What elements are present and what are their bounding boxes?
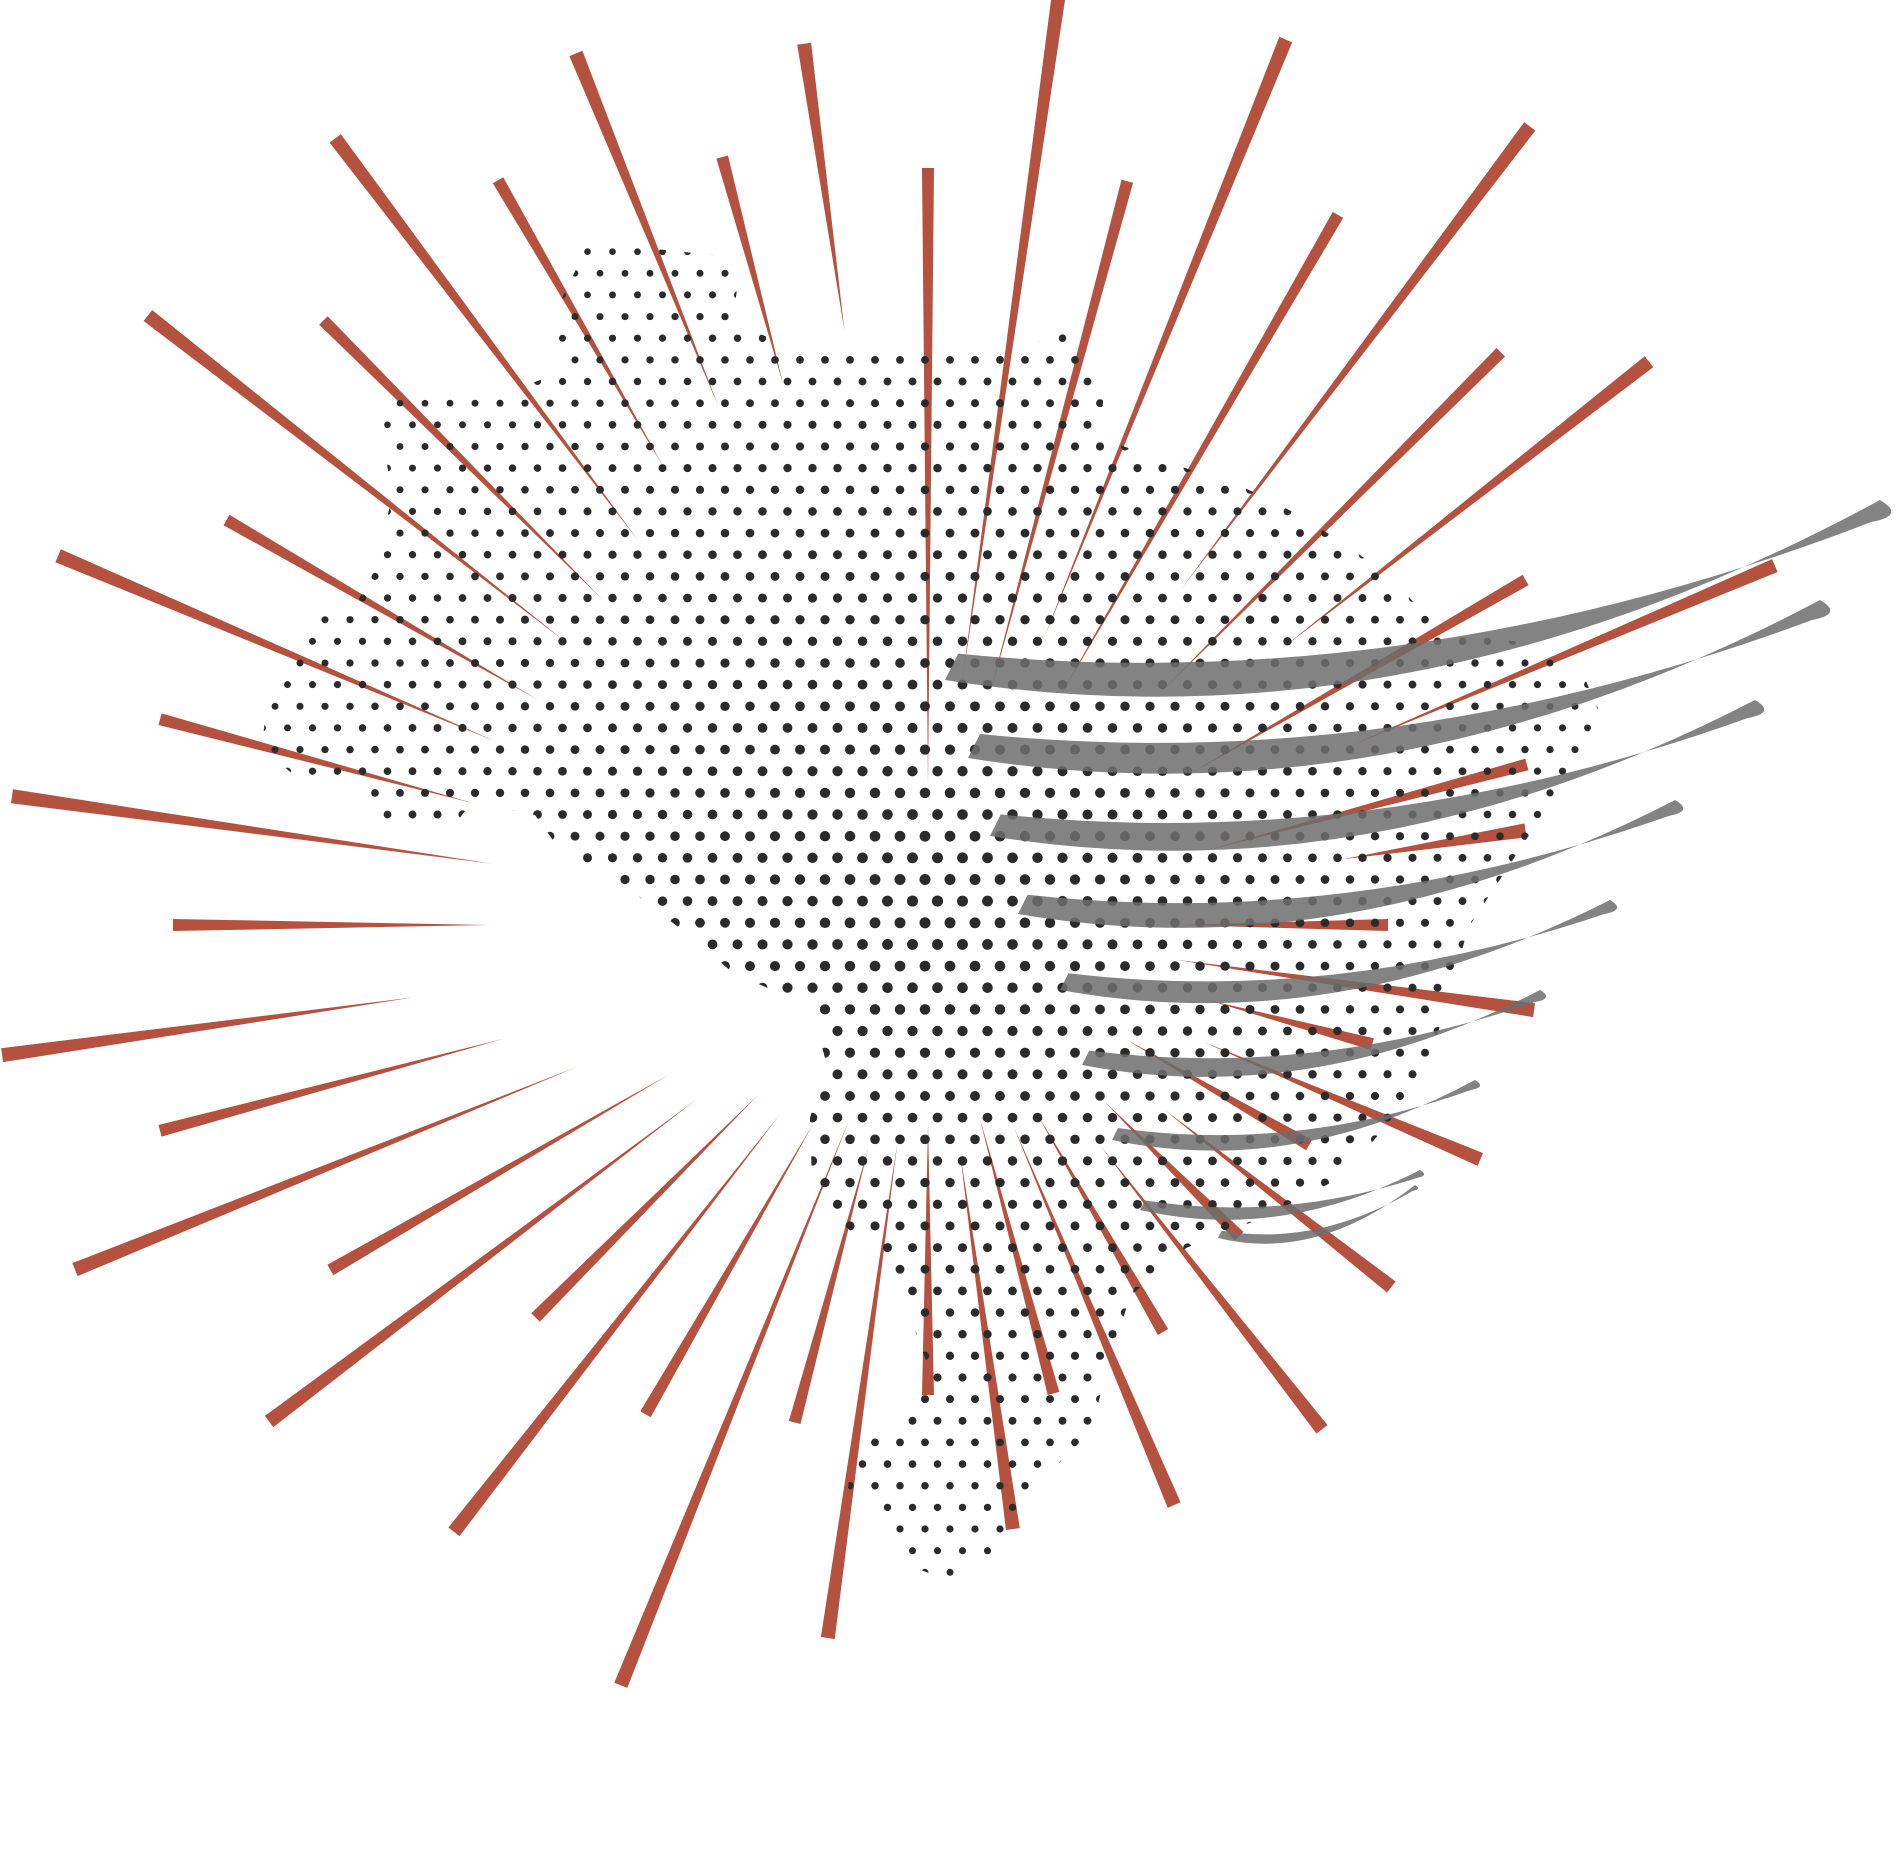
burst-ray bbox=[820, 1142, 898, 1639]
tornado-band bbox=[1140, 1170, 1425, 1220]
tornado-band bbox=[1060, 900, 1618, 1004]
burst-ray bbox=[979, 1118, 1060, 1395]
tornado-band bbox=[945, 500, 1892, 697]
burst-ray bbox=[492, 177, 663, 466]
burst-ray bbox=[797, 42, 845, 331]
burst-ray bbox=[1014, 1127, 1181, 1508]
burst-ray bbox=[922, 168, 934, 785]
burst-ray bbox=[640, 1124, 813, 1418]
burst-ray bbox=[1, 997, 414, 1063]
burst-ray bbox=[531, 1094, 759, 1322]
burst-ray bbox=[1161, 348, 1505, 692]
burst-ray bbox=[327, 1075, 669, 1276]
burst-ray bbox=[1282, 356, 1654, 648]
burst-ray bbox=[1342, 823, 1527, 860]
burst-ray bbox=[788, 1147, 869, 1424]
burst-ray bbox=[1178, 919, 1388, 931]
burst-ray bbox=[448, 1114, 781, 1537]
burst-ray bbox=[319, 316, 603, 600]
burst-ray bbox=[329, 134, 640, 542]
burst-ray bbox=[1100, 1145, 1328, 1434]
burst-ray bbox=[158, 713, 474, 804]
burst-ray bbox=[11, 789, 493, 864]
burst-ray bbox=[173, 919, 488, 931]
tornado-icon bbox=[945, 500, 1892, 1244]
burst-ray bbox=[158, 1038, 503, 1137]
burst-ray bbox=[223, 514, 539, 700]
burst-ray bbox=[55, 549, 496, 742]
burst-ray bbox=[1180, 122, 1536, 590]
burst-ray bbox=[569, 50, 719, 406]
burst-ray bbox=[960, 1152, 1020, 1530]
burst-ray bbox=[922, 1125, 934, 1395]
burst-ray bbox=[962, 0, 1066, 678]
burst-ray bbox=[1351, 559, 1778, 746]
burst-ray bbox=[143, 310, 566, 642]
tornado-band bbox=[968, 600, 1831, 774]
sunburst-icon bbox=[1, 0, 1778, 1688]
burst-ray bbox=[72, 1067, 576, 1277]
burst-ray bbox=[1058, 211, 1344, 700]
tornado-band bbox=[990, 700, 1765, 851]
burst-ray bbox=[716, 155, 784, 385]
burst-ray bbox=[990, 179, 1134, 694]
tornado-band bbox=[1082, 990, 1547, 1077]
burst-ray bbox=[614, 1119, 850, 1688]
tornado-band bbox=[1218, 1185, 1419, 1244]
tornado-band bbox=[1112, 1080, 1481, 1151]
burst-ray bbox=[1164, 1109, 1396, 1293]
burst-ray bbox=[1044, 36, 1293, 638]
burst-ray bbox=[264, 1099, 697, 1428]
tornado-band bbox=[1018, 800, 1684, 928]
